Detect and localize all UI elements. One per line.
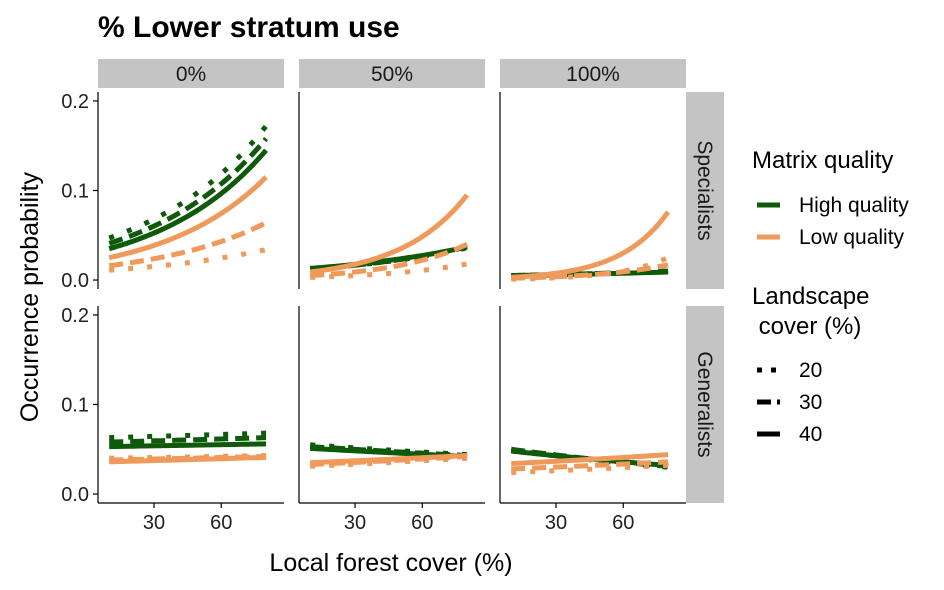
x-tick-label: 30 — [143, 512, 165, 534]
panels: 0.0 0.1 0.2 30 60 0.0 0.1 0.2 30 60 30 60 — [61, 91, 686, 534]
series-line-high-quality-cover-40 — [310, 244, 468, 271]
x-tick-label: 60 — [411, 512, 433, 534]
legend-label-cover-30: 30 — [799, 391, 822, 414]
row-strip-1 — [686, 306, 724, 503]
series-line-high-quality-cover-20 — [109, 430, 267, 441]
row-strip-label-0: Specialists — [693, 140, 716, 240]
column-strips: 0% 50% 100% — [98, 59, 686, 88]
row-strip-label-1: Generalists — [693, 351, 716, 457]
x-axis-title: Local forest cover (%) — [269, 549, 512, 577]
row-strips: Specialists Generalists — [686, 92, 724, 503]
column-strip-label-1: 50% — [371, 63, 413, 86]
x-tick-label: 30 — [344, 512, 366, 534]
x-tick-label: 60 — [210, 512, 232, 534]
series-line-high-quality-cover-30 — [108, 136, 268, 246]
legend-linetype-title-line2: cover (%) — [752, 313, 861, 340]
y-tick-label: 0.0 — [61, 484, 89, 506]
series-line-low-quality-cover-20 — [511, 462, 669, 476]
series-line-low-quality-cover-40 — [109, 454, 267, 465]
y-tick-label: 0.2 — [61, 305, 89, 327]
series-line-high-quality-cover-40 — [109, 441, 267, 450]
y-tick-label: 0.0 — [61, 270, 89, 292]
x-tick-label: 60 — [612, 512, 634, 534]
y-tick-label: 0.2 — [61, 91, 89, 113]
series-line-low-quality-cover-30 — [310, 241, 469, 279]
series-line-low-quality-cover-40 — [511, 452, 669, 467]
series-line-low-quality-cover-20 — [310, 455, 468, 469]
column-strip-1 — [299, 59, 485, 88]
series-line-low-quality-cover-20 — [109, 453, 267, 461]
series-line-low-quality-cover-30 — [108, 220, 268, 269]
series-line-low-quality-cover-40 — [309, 193, 470, 275]
column-strip-label-2: 100% — [566, 63, 620, 86]
column-strip-0 — [98, 59, 284, 88]
chart-title: % Lower stratum use — [98, 11, 400, 44]
series-line-low-quality-cover-20 — [310, 261, 468, 280]
column-strip-label-0: 0% — [176, 63, 206, 86]
series-line-high-quality-cover-30 — [109, 435, 267, 445]
y-tick-label: 0.1 — [61, 181, 89, 203]
legend-linetype-title-line1: Landscape — [752, 283, 869, 310]
series-line-high-quality-cover-40 — [108, 148, 268, 252]
series-line-low-quality-cover-40 — [310, 453, 468, 466]
legend-label-high-quality: High quality — [799, 194, 909, 217]
series-line-high-quality-cover-20 — [108, 124, 269, 241]
x-tick-label: 30 — [545, 512, 567, 534]
series-line-low-quality-cover-30 — [511, 459, 669, 472]
legend-color-title: Matrix quality — [752, 147, 893, 174]
series-line-low-quality-cover-20 — [109, 247, 267, 273]
legend-label-cover-20: 20 — [799, 359, 822, 382]
series-line-low-quality-cover-40 — [511, 210, 671, 280]
legend: Matrix quality High quality Low quality … — [752, 147, 909, 446]
legend-label-cover-40: 40 — [799, 423, 822, 446]
row-strip-0 — [686, 92, 724, 289]
legend-label-low-quality: Low quality — [799, 226, 905, 249]
y-axis-title: Occurrence probability — [16, 171, 44, 422]
series-line-high-quality-cover-20 — [310, 442, 468, 458]
series-line-low-quality-cover-40 — [108, 175, 268, 261]
y-tick-label: 0.1 — [61, 395, 89, 417]
series-line-low-quality-cover-20 — [511, 255, 670, 282]
column-strip-2 — [500, 59, 686, 88]
